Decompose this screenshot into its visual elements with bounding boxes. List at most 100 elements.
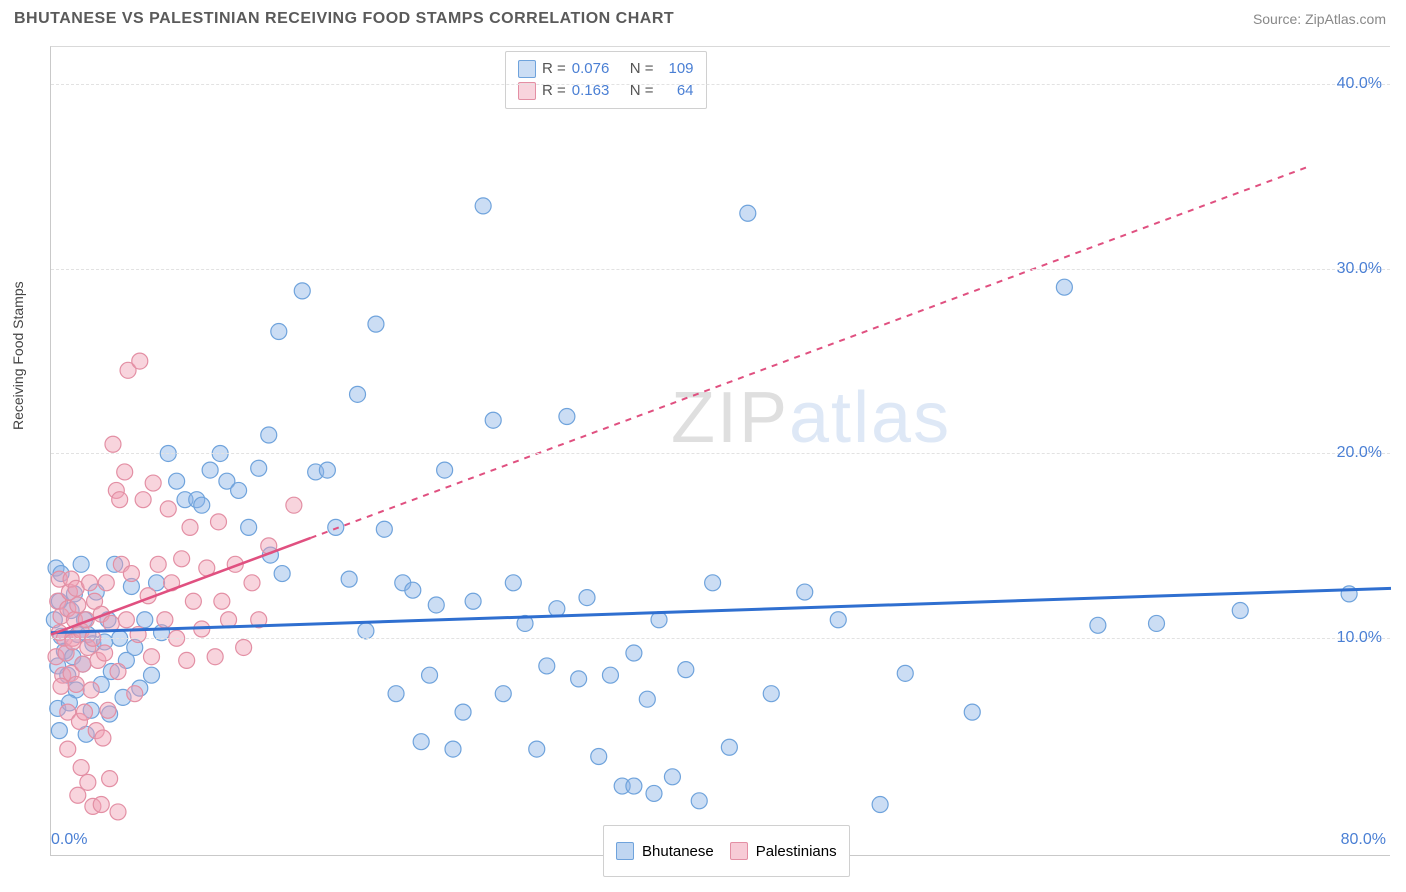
series-legend-label: Palestinians — [756, 843, 837, 860]
data-point — [118, 612, 134, 628]
data-point — [485, 412, 501, 428]
data-point — [105, 436, 121, 452]
data-point — [83, 682, 99, 698]
gridline — [51, 269, 1390, 270]
data-point — [428, 597, 444, 613]
data-point — [475, 198, 491, 214]
data-point — [169, 473, 185, 489]
legend-swatch — [616, 842, 634, 860]
data-point — [422, 667, 438, 683]
data-point — [376, 521, 392, 537]
data-point — [110, 804, 126, 820]
data-point — [358, 623, 374, 639]
data-point — [82, 575, 98, 591]
data-point — [646, 785, 662, 801]
data-point — [465, 593, 481, 609]
data-point — [174, 551, 190, 567]
data-point — [73, 760, 89, 776]
y-tick-label: 10.0% — [1337, 629, 1382, 647]
data-point — [157, 612, 173, 628]
data-point — [763, 686, 779, 702]
data-point — [705, 575, 721, 591]
data-point — [132, 353, 148, 369]
data-point — [1232, 603, 1248, 619]
y-axis-label: Receiving Food Stamps — [10, 281, 26, 430]
data-point — [286, 497, 302, 513]
data-point — [97, 645, 113, 661]
data-point — [602, 667, 618, 683]
legend-swatch — [730, 842, 748, 860]
data-point — [691, 793, 707, 809]
y-tick-label: 30.0% — [1337, 260, 1382, 278]
data-point — [75, 656, 91, 672]
data-point — [964, 704, 980, 720]
data-point — [144, 649, 160, 665]
data-point — [182, 519, 198, 535]
data-point — [102, 771, 118, 787]
data-point — [495, 686, 511, 702]
data-point — [529, 741, 545, 757]
data-point — [505, 575, 521, 591]
data-point — [455, 704, 471, 720]
series-legend-item: Palestinians — [730, 842, 837, 860]
data-point — [117, 464, 133, 480]
data-point — [664, 769, 680, 785]
data-point — [202, 462, 218, 478]
data-point — [144, 667, 160, 683]
chart-source: Source: ZipAtlas.com — [1253, 11, 1386, 27]
scatter-svg — [51, 47, 1390, 855]
data-point — [579, 590, 595, 606]
data-point — [388, 686, 404, 702]
data-point — [271, 324, 287, 340]
gridline — [51, 638, 1390, 639]
data-point — [405, 582, 421, 598]
data-point — [241, 519, 257, 535]
data-point — [830, 612, 846, 628]
data-point — [214, 593, 230, 609]
data-point — [231, 482, 247, 498]
data-point — [626, 778, 642, 794]
data-point — [368, 316, 384, 332]
data-point — [872, 797, 888, 813]
data-point — [207, 649, 223, 665]
data-point — [73, 556, 89, 572]
data-point — [112, 492, 128, 508]
data-point — [80, 774, 96, 790]
data-point — [319, 462, 335, 478]
y-tick-label: 40.0% — [1337, 75, 1382, 93]
data-point — [413, 734, 429, 750]
trend-line — [51, 588, 1391, 632]
stat-n-label: N = — [630, 58, 654, 80]
data-point — [678, 662, 694, 678]
data-point — [150, 556, 166, 572]
data-point — [328, 519, 344, 535]
data-point — [194, 497, 210, 513]
gridline — [51, 453, 1390, 454]
data-point — [350, 386, 366, 402]
stat-r-label: R = — [542, 58, 566, 80]
data-point — [274, 566, 290, 582]
data-point — [437, 462, 453, 478]
legend-swatch — [518, 60, 536, 78]
data-point — [70, 597, 86, 613]
data-point — [1149, 615, 1165, 631]
stats-legend-row: R =0.076N =109 — [518, 58, 694, 80]
data-point — [127, 686, 143, 702]
data-point — [251, 460, 267, 476]
data-point — [51, 723, 67, 739]
data-point — [123, 566, 139, 582]
chart-title: BHUTANESE VS PALESTINIAN RECEIVING FOOD … — [14, 10, 674, 28]
trend-line-extrapolated — [311, 167, 1308, 538]
data-point — [98, 575, 114, 591]
x-tick-label: 80.0% — [1341, 831, 1386, 849]
data-point — [137, 612, 153, 628]
data-point — [797, 584, 813, 600]
data-point — [185, 593, 201, 609]
data-point — [626, 645, 642, 661]
data-point — [571, 671, 587, 687]
data-point — [1090, 617, 1106, 633]
data-point — [95, 730, 111, 746]
data-point — [721, 739, 737, 755]
data-point — [211, 514, 227, 530]
chart-header: BHUTANESE VS PALESTINIAN RECEIVING FOOD … — [0, 0, 1406, 36]
